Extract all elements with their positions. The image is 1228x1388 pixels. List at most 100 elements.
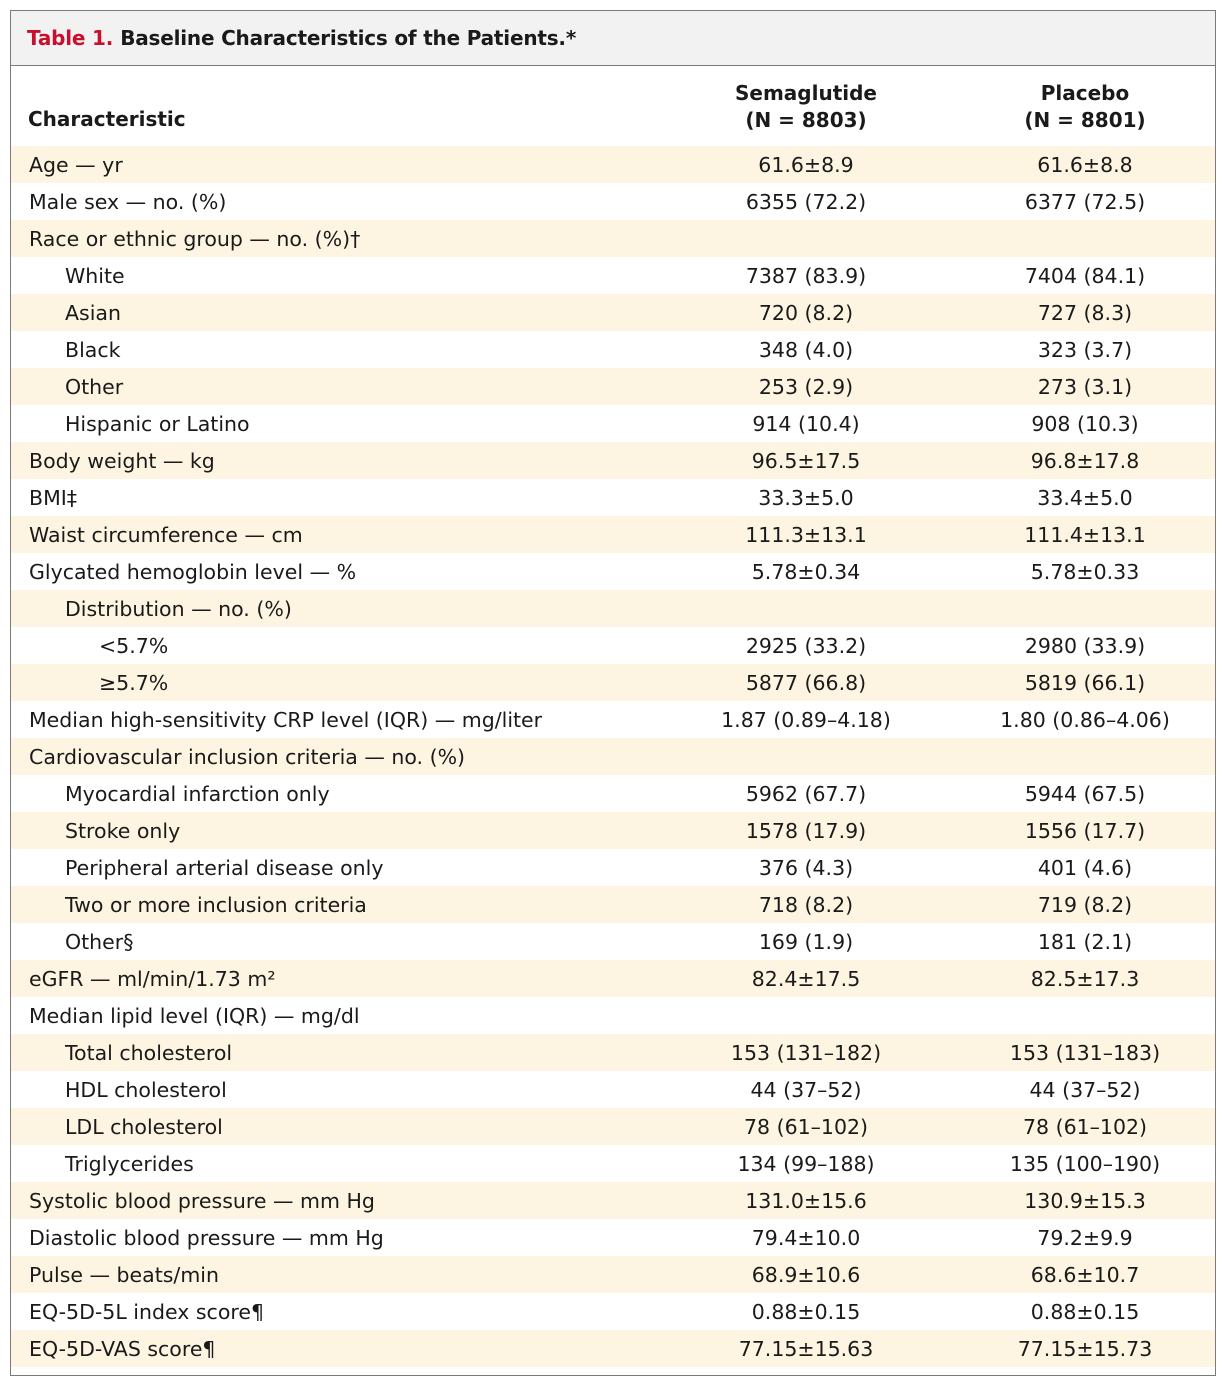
semaglutide-value: 33.3±5.0 [758, 485, 854, 510]
semaglutide-value: 68.9±10.6 [751, 1262, 861, 1287]
placebo-value: 181 (2.1) [1037, 929, 1133, 954]
placebo-value: 719 (8.2) [1037, 892, 1133, 917]
table-row: Asian 720 (8.2) 727 (8.3) [11, 294, 1215, 331]
semaglutide-column-header: Semaglutide (N = 8803) [676, 80, 936, 134]
row-label: Hispanic or Latino [65, 411, 250, 436]
characteristic-column-header: Characteristic [28, 107, 186, 131]
semaglutide-value: 153 (131–182) [730, 1040, 882, 1065]
semaglutide-value: 720 (8.2) [758, 300, 854, 325]
table-row: Myocardial infarction only 5962 (67.7) 594… [11, 775, 1215, 812]
row-label: Other§ [65, 929, 134, 954]
table-row: Cardiovascular inclusion criteria — no. … [11, 738, 1215, 775]
semaglutide-value: 131.0±15.6 [745, 1188, 867, 1213]
table-row: Peripheral arterial disease only 376 (4.3… [11, 849, 1215, 886]
row-label: Systolic blood pressure — mm Hg [29, 1188, 375, 1213]
table-row: Male sex — no. (%) 6355 (72.2) 6377 (72.5) [11, 183, 1215, 220]
row-label: Glycated hemoglobin level — % [29, 559, 357, 584]
row-label: <5.7% [99, 633, 169, 658]
table-row: Other 253 (2.9) 273 (3.1) [11, 368, 1215, 405]
placebo-value: 0.88±0.15 [1030, 1299, 1140, 1324]
table-row: Total cholesterol 153 (131–182) 153 (131–1… [11, 1034, 1215, 1071]
semaglutide-value: 253 (2.9) [758, 374, 854, 399]
placebo-name: Placebo [1040, 81, 1130, 105]
semaglutide-value: 169 (1.9) [758, 929, 854, 954]
placebo-value: 135 (100–190) [1009, 1151, 1161, 1176]
semaglutide-value: 6355 (72.2) [745, 189, 867, 214]
placebo-value: 130.9±15.3 [1024, 1188, 1146, 1213]
table-row: EQ-5D-5L index score¶ 0.88±0.15 0.88±0.15 [11, 1293, 1215, 1330]
table-row: Age — yr 61.6±8.9 61.6±8.8 [11, 146, 1215, 183]
row-label: eGFR — ml/min/1.73 m² [29, 966, 276, 991]
row-label: EQ-5D-5L index score¶ [29, 1299, 264, 1324]
table-row: Waist circumference — cm 111.3±13.1 111.4±… [11, 516, 1215, 553]
table-row: Stroke only 1578 (17.9) 1556 (17.7) [11, 812, 1215, 849]
semaglutide-value: 376 (4.3) [758, 855, 854, 880]
table-row: White 7387 (83.9) 7404 (84.1) [11, 257, 1215, 294]
table-body: Age — yr 61.6±8.9 61.6±8.8 Male sex — no. (… [11, 146, 1215, 1367]
table-row: <5.7% 2925 (33.2) 2980 (33.9) [11, 627, 1215, 664]
placebo-value: 61.6±8.8 [1037, 152, 1133, 177]
placebo-value: 153 (131–183) [1009, 1040, 1161, 1065]
table-row: Black 348 (4.0) 323 (3.7) [11, 331, 1215, 368]
semaglutide-value: 2925 (33.2) [745, 633, 867, 658]
semaglutide-value: 96.5±17.5 [751, 448, 861, 473]
row-label: Black [65, 337, 121, 362]
semaglutide-n: (N = 8803) [745, 108, 867, 132]
row-label: HDL cholesterol [65, 1077, 227, 1102]
table-row: Glycated hemoglobin level — % 5.78±0.34 5.… [11, 553, 1215, 590]
semaglutide-value: 0.88±0.15 [751, 1299, 861, 1324]
row-label: Other [65, 374, 124, 399]
placebo-value: 1556 (17.7) [1024, 818, 1146, 843]
table-header: Characteristic Semaglutide (N = 8803) Pl… [11, 66, 1215, 146]
semaglutide-value: 5.78±0.34 [751, 559, 861, 584]
row-label: Myocardial infarction only [65, 781, 330, 806]
semaglutide-value: 111.3±13.1 [745, 522, 867, 547]
row-label: Two or more inclusion criteria [65, 892, 367, 917]
semaglutide-value: 77.15±15.63 [738, 1336, 874, 1361]
semaglutide-value: 61.6±8.9 [758, 152, 854, 177]
placebo-value: 2980 (33.9) [1024, 633, 1146, 658]
row-label: Diastolic blood pressure — mm Hg [29, 1225, 384, 1250]
placebo-value: 7404 (84.1) [1024, 263, 1146, 288]
table-row: Median high-sensitivity CRP level (IQR) … [11, 701, 1215, 738]
row-label: Body weight — kg [29, 448, 215, 473]
placebo-value: 44 (37–52) [1029, 1077, 1141, 1102]
table-row: Two or more inclusion criteria 718 (8.2) 7… [11, 886, 1215, 923]
table-row: Pulse — beats/min 68.9±10.6 68.6±10.7 [11, 1256, 1215, 1293]
row-label: Waist circumference — cm [29, 522, 303, 547]
semaglutide-value: 78 (61–102) [743, 1114, 869, 1139]
row-label: Total cholesterol [65, 1040, 233, 1065]
row-label: Median lipid level (IQR) — mg/dl [29, 1003, 360, 1028]
semaglutide-value: 718 (8.2) [758, 892, 854, 917]
semaglutide-value: 1.87 (0.89–4.18) [721, 707, 891, 732]
table-row: eGFR — ml/min/1.73 m² 82.4±17.5 82.5±17.3 [11, 960, 1215, 997]
table-row: LDL cholesterol 78 (61–102) 78 (61–102) [11, 1108, 1215, 1145]
semaglutide-value: 44 (37–52) [750, 1077, 862, 1102]
row-label: EQ-5D-VAS score¶ [29, 1336, 216, 1361]
row-label: Median high-sensitivity CRP level (IQR) … [29, 707, 543, 732]
placebo-value: 908 (10.3) [1031, 411, 1139, 436]
table-row: Diastolic blood pressure — mm Hg 79.4±10.… [11, 1219, 1215, 1256]
table-row: ≥5.7% 5877 (66.8) 5819 (66.1) [11, 664, 1215, 701]
placebo-value: 1.80 (0.86–4.06) [1000, 707, 1170, 732]
row-label: Triglycerides [65, 1151, 194, 1176]
placebo-value: 5.78±0.33 [1030, 559, 1140, 584]
table-row: Distribution — no. (%) [11, 590, 1215, 627]
row-label: Asian [65, 300, 121, 325]
placebo-value: 5944 (67.5) [1024, 781, 1146, 806]
placebo-value: 96.8±17.8 [1030, 448, 1140, 473]
row-label: Pulse — beats/min [29, 1262, 219, 1287]
semaglutide-value: 1578 (17.9) [745, 818, 867, 843]
row-label: White [65, 263, 125, 288]
semaglutide-value: 914 (10.4) [752, 411, 860, 436]
row-label: BMI‡ [29, 485, 78, 510]
table-row: BMI‡ 33.3±5.0 33.4±5.0 [11, 479, 1215, 516]
row-label: Age — yr [29, 152, 123, 177]
placebo-value: 78 (61–102) [1022, 1114, 1148, 1139]
placebo-column-header: Placebo (N = 8801) [955, 80, 1215, 134]
table-row: Median lipid level (IQR) — mg/dl [11, 997, 1215, 1034]
row-label: LDL cholesterol [65, 1114, 223, 1139]
placebo-value: 79.2±9.9 [1037, 1225, 1133, 1250]
row-label: Male sex — no. (%) [29, 189, 227, 214]
placebo-value: 273 (3.1) [1037, 374, 1133, 399]
